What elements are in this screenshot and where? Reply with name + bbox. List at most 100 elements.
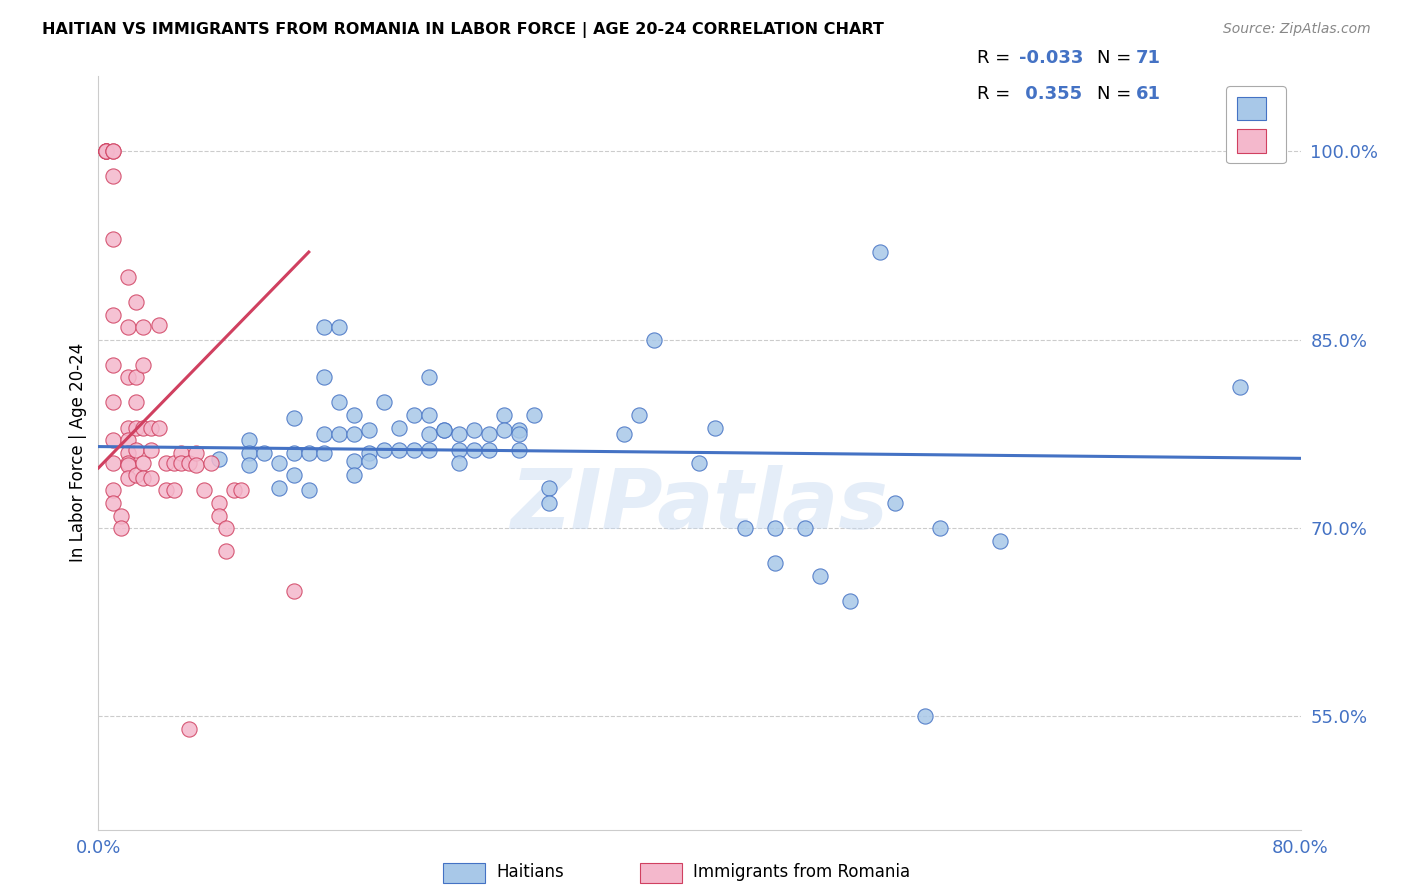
Point	[117, 269, 139, 284]
Point	[110, 508, 132, 523]
Point	[343, 468, 366, 483]
Point	[328, 320, 350, 334]
Point	[94, 144, 117, 158]
Point	[139, 471, 162, 485]
Y-axis label: In Labor Force | Age 20-24: In Labor Force | Age 20-24	[69, 343, 87, 562]
Point	[433, 423, 456, 437]
Text: HAITIAN VS IMMIGRANTS FROM ROMANIA IN LABOR FORCE | AGE 20-24 CORRELATION CHART: HAITIAN VS IMMIGRANTS FROM ROMANIA IN LA…	[42, 22, 884, 38]
Point	[267, 456, 290, 470]
Point	[117, 433, 139, 447]
Point	[494, 408, 516, 422]
Point	[388, 443, 411, 458]
Point	[125, 468, 148, 483]
Text: R =: R =	[977, 85, 1017, 103]
Point	[103, 232, 125, 246]
Point	[155, 456, 177, 470]
Point	[418, 426, 440, 441]
Point	[312, 426, 335, 441]
Point	[538, 481, 561, 495]
Point	[523, 408, 546, 422]
Point	[103, 456, 125, 470]
Point	[613, 426, 636, 441]
Text: Source: ZipAtlas.com: Source: ZipAtlas.com	[1223, 22, 1371, 37]
Point	[117, 456, 139, 470]
Point	[298, 483, 321, 498]
Point	[117, 458, 139, 473]
Point	[215, 543, 238, 558]
Point	[312, 370, 335, 384]
Point	[162, 483, 184, 498]
Point	[94, 144, 117, 158]
Point	[125, 420, 148, 434]
Point	[208, 452, 231, 467]
Point	[208, 508, 231, 523]
Text: 61: 61	[1136, 85, 1161, 103]
Point	[508, 443, 530, 458]
Point	[238, 433, 260, 447]
Point	[132, 320, 155, 334]
Point	[103, 144, 125, 158]
Point	[132, 456, 155, 470]
Point	[402, 443, 425, 458]
Point	[418, 443, 440, 458]
Point	[929, 521, 952, 535]
Point	[117, 471, 139, 485]
Point	[312, 320, 335, 334]
Point	[447, 443, 470, 458]
Point	[215, 521, 238, 535]
Text: N =: N =	[1097, 49, 1136, 67]
Text: 0.355: 0.355	[1019, 85, 1083, 103]
Point	[103, 169, 125, 184]
Point	[117, 420, 139, 434]
Point	[132, 420, 155, 434]
Point	[538, 496, 561, 510]
Point	[388, 420, 411, 434]
Point	[343, 426, 366, 441]
Point	[328, 426, 350, 441]
Point	[125, 294, 148, 309]
Point	[125, 370, 148, 384]
Point	[328, 395, 350, 409]
Point	[193, 483, 215, 498]
Point	[418, 408, 440, 422]
Point	[184, 445, 207, 459]
Text: Haitians: Haitians	[496, 863, 564, 881]
Point	[117, 445, 139, 459]
Point	[110, 521, 132, 535]
Point	[184, 458, 207, 473]
Point	[155, 483, 177, 498]
Text: N =: N =	[1097, 85, 1136, 103]
Point	[200, 456, 222, 470]
Point	[94, 144, 117, 158]
Point	[447, 426, 470, 441]
Point	[253, 445, 276, 459]
Point	[418, 370, 440, 384]
Point	[103, 483, 125, 498]
Point	[478, 426, 501, 441]
Point	[139, 443, 162, 458]
Point	[763, 521, 786, 535]
Point	[148, 420, 170, 434]
Point	[267, 481, 290, 495]
Point	[117, 320, 139, 334]
Point	[1229, 380, 1251, 394]
Point	[103, 358, 125, 372]
Point	[734, 521, 756, 535]
Point	[643, 333, 665, 347]
Point	[103, 433, 125, 447]
Text: -0.033: -0.033	[1019, 49, 1084, 67]
Point	[170, 456, 193, 470]
Point	[117, 370, 139, 384]
Point	[688, 456, 710, 470]
Point	[125, 395, 148, 409]
Point	[433, 423, 456, 437]
Point	[312, 445, 335, 459]
Text: 71: 71	[1136, 49, 1161, 67]
Point	[139, 420, 162, 434]
Point	[402, 408, 425, 422]
Point	[238, 445, 260, 459]
Point	[103, 496, 125, 510]
Text: Immigrants from Romania: Immigrants from Romania	[693, 863, 910, 881]
Point	[869, 244, 891, 259]
Point	[357, 445, 380, 459]
